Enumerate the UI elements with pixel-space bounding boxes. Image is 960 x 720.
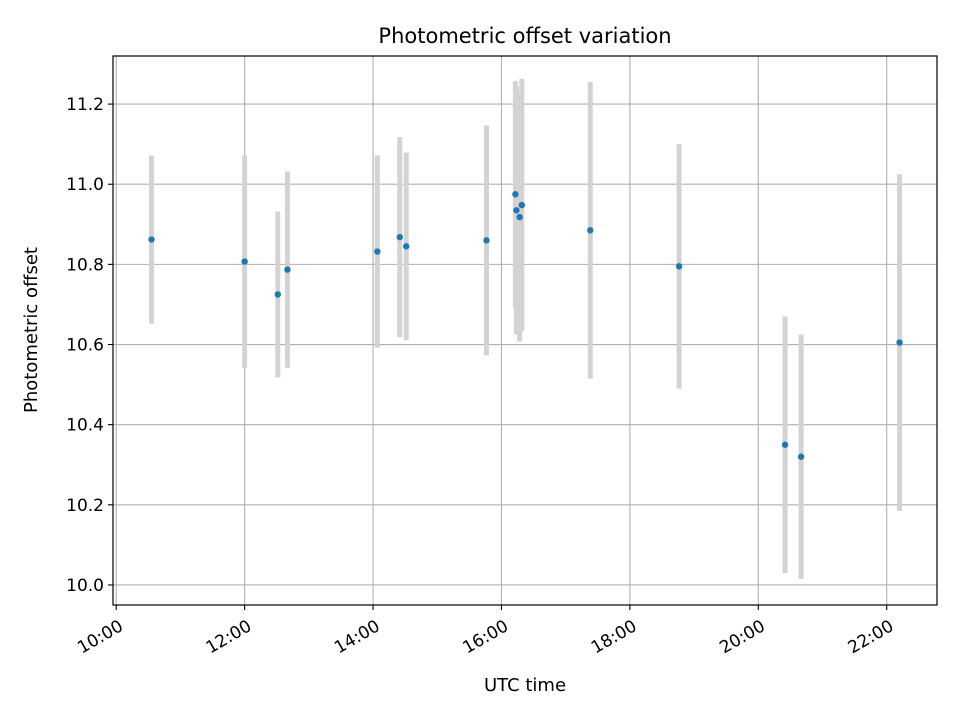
grid xyxy=(113,56,937,605)
data-point xyxy=(374,248,381,255)
data-point xyxy=(403,243,410,250)
y-tick-label: 10.8 xyxy=(66,255,104,275)
data-point xyxy=(241,258,248,265)
data-point xyxy=(797,453,805,460)
y-tick-label: 10.4 xyxy=(66,416,104,436)
data-point xyxy=(284,266,291,273)
data-point xyxy=(587,227,594,234)
y-tick-label: 10.0 xyxy=(66,576,104,596)
y-tick-label: 10.2 xyxy=(66,496,104,516)
data-point xyxy=(518,201,525,209)
plot-frame xyxy=(112,55,938,606)
data-point xyxy=(781,441,789,448)
data-point xyxy=(483,237,490,244)
data-point xyxy=(513,207,520,214)
data-point xyxy=(396,233,403,241)
data-points xyxy=(148,191,903,460)
data-point xyxy=(675,263,683,270)
data-point xyxy=(274,291,281,298)
x-axis-label: UTC time xyxy=(484,675,566,696)
data-point xyxy=(148,236,155,243)
y-tick-label: 11.2 xyxy=(66,95,104,115)
y-axis-label: Photometric offset xyxy=(21,247,42,413)
data-point xyxy=(516,213,523,221)
y-tick-label: 10.6 xyxy=(66,336,104,356)
chart-title: Photometric offset variation xyxy=(378,24,671,48)
y-tick-label: 11.0 xyxy=(66,175,104,195)
data-point xyxy=(896,339,903,346)
data-point xyxy=(512,191,519,198)
